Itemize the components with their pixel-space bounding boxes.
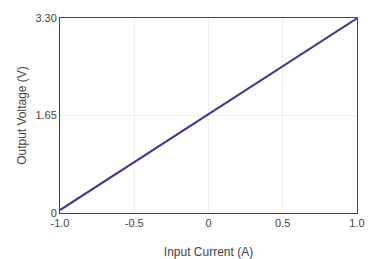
svg-text:Input Current (A): Input Current (A) [164,245,253,259]
svg-text:1.65: 1.65 [35,109,56,121]
svg-text:0.5: 0.5 [275,217,290,229]
svg-text:-0.5: -0.5 [125,217,144,229]
svg-text:0: 0 [205,217,211,229]
svg-text:Output Voltage (V): Output Voltage (V) [15,66,29,165]
svg-text:3.30: 3.30 [35,12,56,24]
svg-text:-1.0: -1.0 [51,217,70,229]
svg-text:0: 0 [51,207,57,219]
svg-text:1.0: 1.0 [349,217,364,229]
